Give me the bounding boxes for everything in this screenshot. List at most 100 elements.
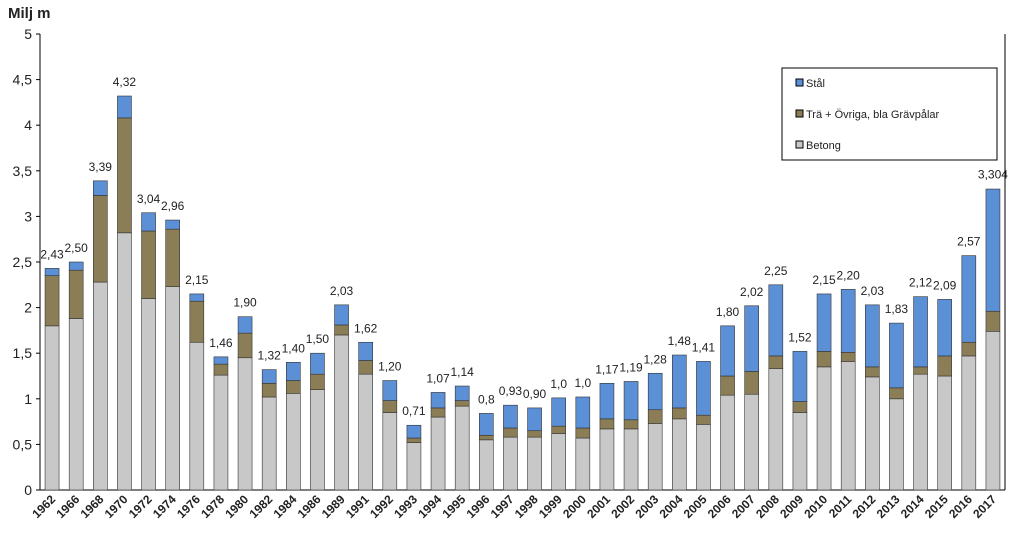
bar-segment	[599, 428, 615, 491]
x-tick-label: 1989	[319, 492, 348, 521]
bar-segment	[117, 232, 132, 491]
x-tick-label: 1984	[271, 492, 300, 521]
total-label: 0,71	[402, 404, 426, 418]
bar-segment	[237, 332, 253, 359]
bar-segment	[696, 361, 711, 416]
x-tick-label: 1997	[488, 492, 517, 521]
bar-segment	[551, 433, 566, 491]
total-label: 1,41	[692, 340, 716, 354]
bar-segment	[334, 334, 349, 491]
y-tick-label: 0	[24, 482, 32, 498]
bar-segment	[213, 374, 229, 491]
bar-segment	[527, 436, 542, 491]
bar-segment	[503, 404, 518, 429]
total-label: 1,14	[451, 365, 475, 379]
x-tick-label: 2016	[946, 492, 975, 521]
bar-segment	[551, 425, 566, 434]
y-tick-label: 3,5	[13, 163, 33, 179]
bar-segment	[647, 423, 663, 491]
bar-segment	[479, 439, 494, 491]
x-tick-label: 2002	[608, 492, 637, 521]
total-label: 1,17	[595, 362, 619, 376]
x-tick-label: 1970	[102, 492, 131, 521]
bar-segment	[454, 400, 470, 407]
x-tick-label: 1982	[247, 492, 276, 521]
bar-segment	[382, 400, 398, 413]
bar-segment	[623, 419, 639, 430]
y-tick-label: 1	[24, 391, 32, 407]
x-tick-label: 1974	[150, 492, 179, 521]
total-label: 1,0	[574, 376, 591, 390]
legend-label: Stål	[806, 78, 825, 90]
bar-segment	[479, 434, 494, 441]
bar-segment	[261, 382, 277, 398]
total-label: 2,20	[837, 268, 861, 282]
bar-segment	[672, 418, 687, 491]
bar-segment	[165, 286, 180, 491]
y-tick-label: 4	[24, 117, 32, 133]
bar-segment	[647, 409, 663, 424]
x-tick-label: 2004	[657, 492, 686, 521]
total-label: 2,96	[161, 199, 185, 213]
bar-segment	[430, 392, 446, 409]
bar-segment	[937, 375, 952, 491]
y-tick-label: 1,5	[13, 345, 33, 361]
bar-segment	[744, 393, 759, 491]
bar-segment	[937, 355, 952, 377]
bar-segment	[430, 416, 446, 491]
bar-segment	[744, 371, 759, 395]
bar-segment	[503, 436, 518, 491]
x-tick-label: 2005	[681, 492, 710, 521]
bar-segment	[165, 228, 180, 287]
total-label: 1,40	[282, 341, 306, 355]
total-label: 1,46	[209, 336, 233, 350]
x-tick-label: 2003	[633, 492, 662, 521]
total-label: 0,8	[478, 392, 495, 406]
x-tick-label: 2000	[560, 492, 589, 521]
total-label: 3,304	[978, 168, 1008, 182]
x-tick-label: 1980	[222, 492, 251, 521]
bar-segment	[623, 428, 639, 491]
total-label: 1,19	[619, 360, 643, 374]
bar-segment	[551, 397, 566, 427]
bar-segment	[454, 405, 470, 491]
x-tick-label: 2012	[850, 492, 879, 521]
total-label: 2,03	[330, 284, 354, 298]
bar-segment	[744, 305, 759, 372]
x-tick-label: 1976	[174, 492, 203, 521]
bar-segment	[454, 385, 470, 401]
total-label: 2,50	[65, 241, 89, 255]
bar-segment	[406, 424, 422, 439]
x-tick-label: 1992	[367, 492, 396, 521]
total-label: 2,12	[909, 276, 933, 290]
bar-segment	[647, 372, 663, 411]
x-tick-label: 2015	[922, 492, 951, 521]
bar-segment	[310, 352, 325, 375]
bar-segment	[261, 396, 277, 491]
bar-segment	[599, 382, 615, 420]
total-label: 1,32	[258, 349, 282, 363]
bar-segment	[334, 304, 349, 326]
bar-segment	[961, 255, 977, 343]
bar-segment	[382, 412, 398, 491]
bar-segment	[768, 284, 784, 357]
legend-label: Betong	[806, 140, 841, 152]
bar-segment	[141, 212, 156, 232]
bar-segment	[44, 325, 60, 491]
bar-segment	[865, 366, 880, 378]
x-tick-label: 1972	[126, 492, 155, 521]
total-label: 3,39	[89, 160, 113, 174]
bar-segment	[189, 293, 205, 302]
bar-segment	[696, 414, 711, 425]
y-tick-label: 0,5	[13, 436, 33, 452]
x-tick-label: 2017	[970, 492, 999, 521]
x-tick-label: 2009	[777, 492, 806, 521]
x-tick-label: 1986	[295, 492, 324, 521]
bar-segment	[889, 398, 904, 491]
bar-segment	[696, 424, 711, 491]
x-tick-label: 1993	[391, 492, 420, 521]
bar-segment	[937, 299, 952, 357]
x-tick-label: 2008	[753, 492, 782, 521]
total-label: 1,48	[668, 334, 692, 348]
